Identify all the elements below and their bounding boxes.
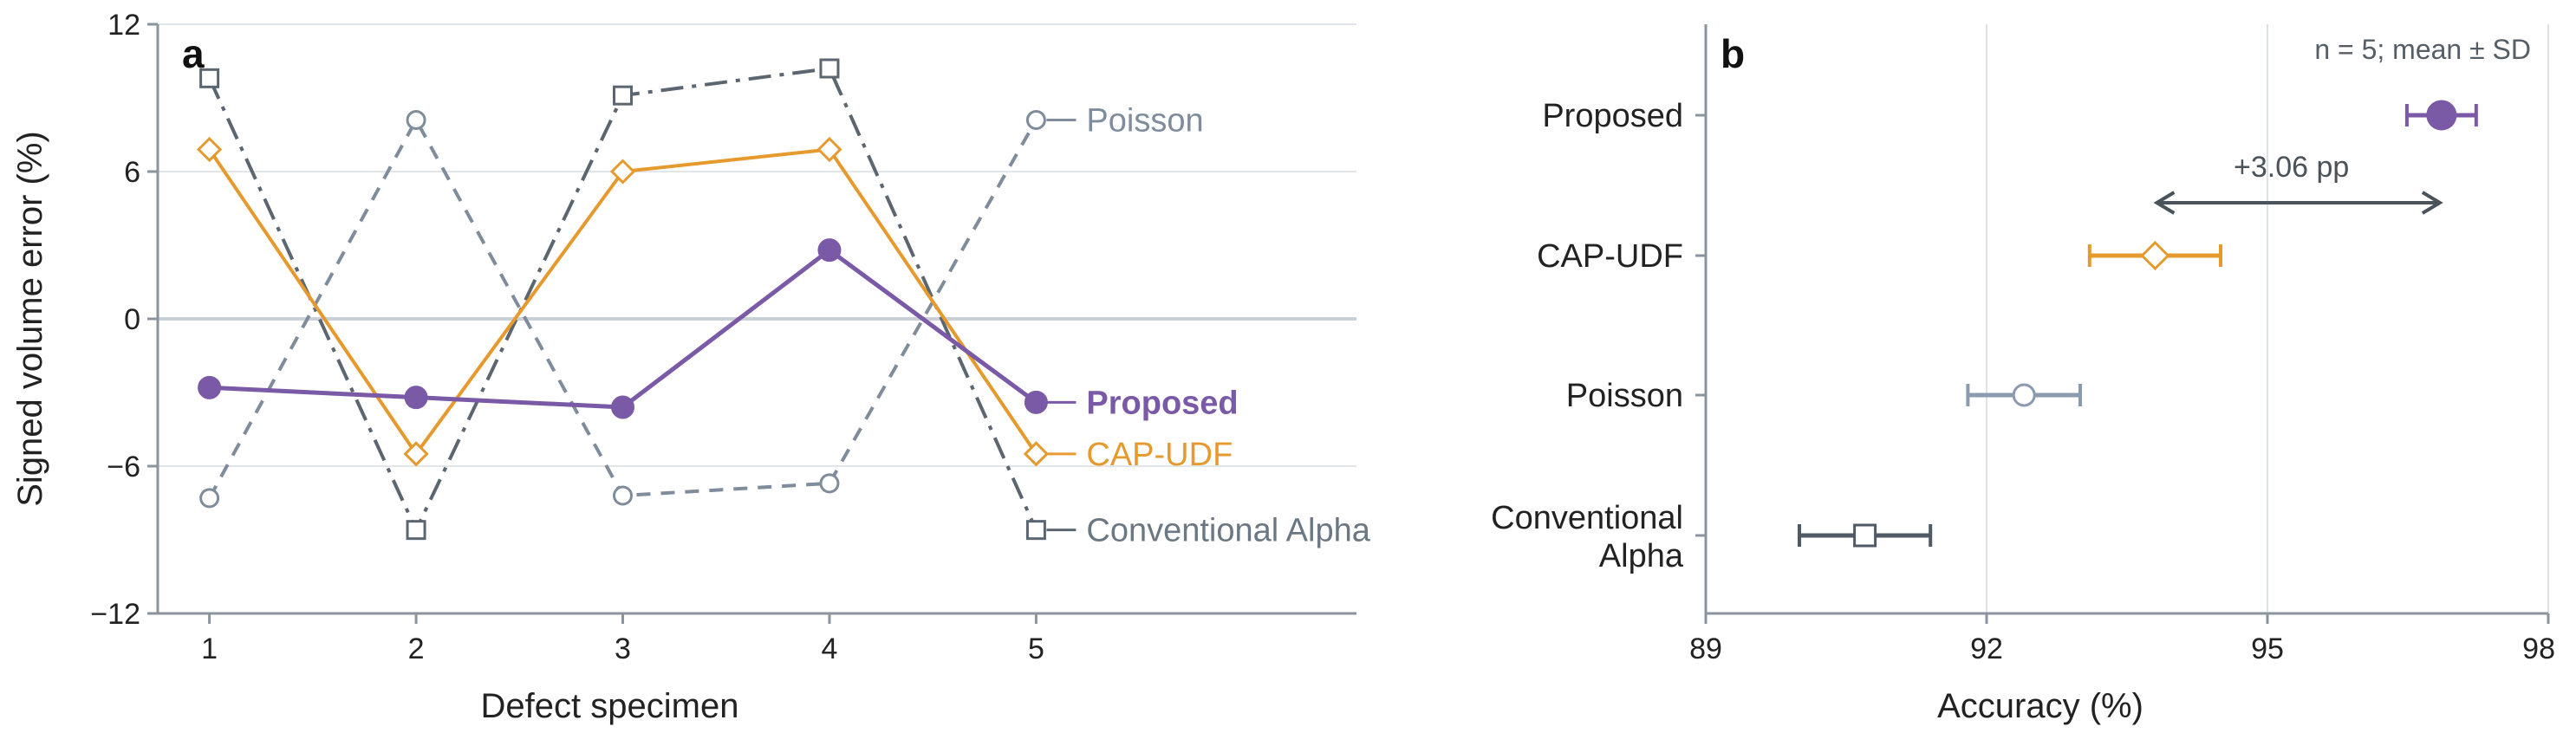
panel-b: 89 92 95 98 Accuracy (%) b n = 5; mean ± SD Pro… — [1491, 24, 2555, 725]
errorbar-cap-udf — [2087, 240, 2222, 271]
x-tick-label: 98 — [2522, 632, 2555, 665]
mean-marker — [2140, 240, 2170, 271]
data-point — [199, 488, 220, 509]
y-tick-label: 12 — [107, 9, 140, 42]
x-axis-title: Accuracy (%) — [1937, 687, 2143, 725]
y-axis-title: Signed volume error (%) — [11, 131, 49, 507]
data-point — [198, 375, 222, 399]
category-label: Poisson — [1566, 378, 1683, 414]
data-point — [817, 238, 842, 263]
x-tick-label: 4 — [821, 632, 837, 665]
data-point — [1025, 520, 1046, 541]
x-tick-label: 95 — [2251, 632, 2284, 665]
series-conventional-alpha: Conventional Alpha — [199, 58, 1371, 549]
x-tick-label: 3 — [615, 632, 631, 665]
x-tick-label: 1 — [201, 632, 218, 665]
mean-marker — [2012, 383, 2036, 407]
sample-note: n = 5; mean ± SD — [2314, 34, 2531, 65]
difference-annotation: +3.06 pp — [2153, 151, 2443, 215]
data-point — [406, 520, 426, 541]
y-tick-label: −12 — [90, 598, 140, 631]
data-point — [613, 85, 634, 106]
data-point — [1023, 441, 1050, 467]
data-point — [1024, 390, 1048, 414]
errorbar-poisson — [1966, 383, 2082, 407]
x-tick-label: 5 — [1028, 632, 1044, 665]
series-label: Conventional Alpha — [1086, 513, 1370, 549]
annotation-arrow-head-right — [2421, 191, 2443, 215]
category-label: CAP-UDF — [1537, 238, 1683, 275]
mean-marker — [2426, 100, 2457, 131]
x-tick-label: 2 — [408, 632, 425, 665]
y-tick-label: 0 — [124, 303, 140, 336]
data-point — [406, 110, 426, 130]
series-cap-udf: CAP-UDF — [196, 136, 1233, 473]
panel-label-b: b — [1721, 31, 1745, 76]
series-line — [207, 67, 1038, 532]
category-label: Proposed — [1542, 98, 1683, 134]
data-point — [199, 68, 220, 88]
data-point — [611, 395, 635, 419]
series-poisson: Poisson — [199, 103, 1204, 509]
errorbar-proposed — [2404, 100, 2478, 131]
series-proposed: Proposed — [198, 238, 1239, 421]
series-label: Proposed — [1086, 385, 1238, 421]
data-point — [609, 159, 636, 185]
series-label: CAP-UDF — [1086, 437, 1233, 473]
category-label: Alpha — [1599, 538, 1684, 574]
annotation-arrow-head-left — [2153, 191, 2176, 215]
data-point — [819, 58, 840, 79]
y-tick-label: −6 — [107, 451, 140, 483]
category-label: Conventional — [1491, 500, 1683, 536]
data-point — [819, 473, 840, 494]
data-point — [196, 136, 223, 163]
data-point — [816, 136, 842, 163]
series-label: Poisson — [1086, 103, 1203, 139]
y-tick-label: 6 — [124, 156, 140, 189]
x-tick-label: 92 — [1970, 632, 2003, 665]
errorbar-conventional-alpha — [1798, 523, 1933, 548]
x-tick-label: 89 — [1689, 632, 1722, 665]
x-axis-title: Defect specimen — [481, 687, 739, 725]
data-point — [613, 485, 634, 506]
annotation-label: +3.06 pp — [2234, 151, 2349, 184]
data-point — [403, 441, 429, 467]
mean-marker — [1853, 523, 1877, 548]
data-point — [404, 386, 428, 410]
data-point — [1025, 110, 1046, 130]
